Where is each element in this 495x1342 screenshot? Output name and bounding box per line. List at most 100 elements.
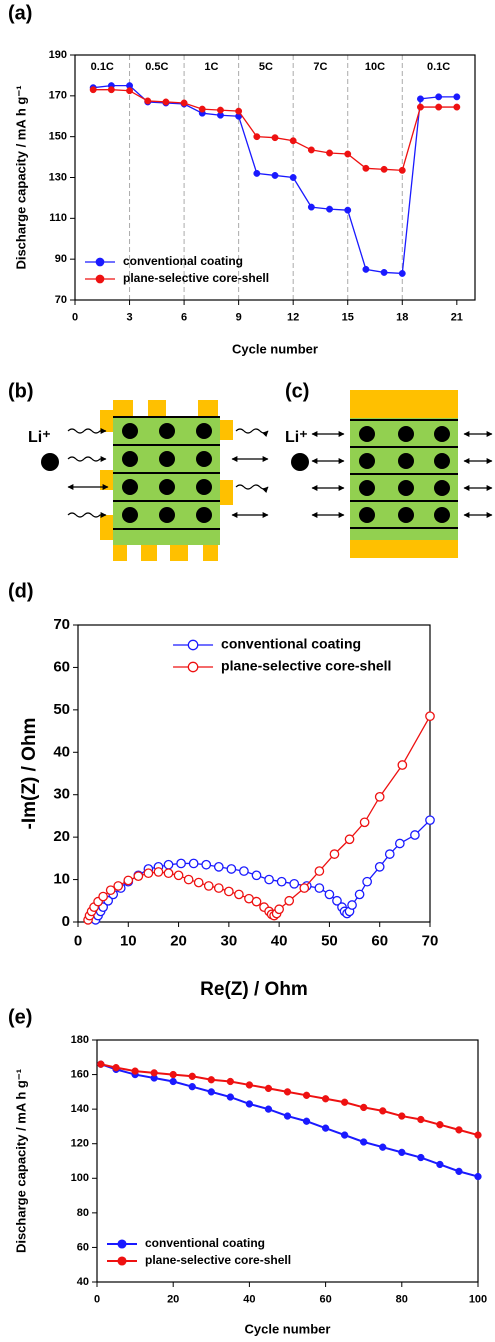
y-tick-label: 160 (71, 1068, 89, 1080)
data-point (325, 890, 333, 898)
x-axis-label: Cycle number (245, 1321, 331, 1336)
data-point (208, 1088, 215, 1095)
data-point (330, 850, 338, 858)
data-point (376, 863, 384, 871)
data-point (345, 207, 351, 213)
data-point (277, 877, 285, 885)
data-point (275, 905, 283, 913)
x-tick-label: 40 (243, 1293, 255, 1305)
data-point (381, 166, 387, 172)
data-point (435, 104, 441, 110)
data-point (345, 151, 351, 157)
data-point (184, 875, 192, 883)
y-tick-label: 60 (77, 1241, 89, 1253)
data-point (113, 1064, 120, 1071)
panel-label: (d) (8, 580, 34, 602)
data-point (144, 869, 152, 877)
data-point (341, 1132, 348, 1139)
data-point (215, 863, 223, 871)
ion-label: Li⁺ (285, 429, 308, 446)
data-point (326, 206, 332, 212)
y-tick-label: 180 (71, 1034, 89, 1046)
data-point (215, 884, 223, 892)
x-axis-label: Re(Z) / Ohm (200, 979, 308, 1000)
data-point (254, 170, 260, 176)
y-tick-label: 30 (53, 786, 70, 803)
legend-marker (96, 258, 103, 265)
data-point (252, 897, 260, 905)
data-point (381, 269, 387, 275)
x-tick-label: 50 (321, 932, 338, 949)
data-point (303, 1092, 310, 1099)
data-point (475, 1173, 482, 1180)
x-tick-label: 18 (396, 311, 408, 323)
data-point (398, 761, 406, 769)
data-point (322, 1095, 329, 1102)
data-point (235, 890, 243, 898)
data-point (265, 875, 273, 883)
data-point (227, 865, 235, 873)
x-tick-label: 0 (74, 932, 82, 949)
data-point (315, 867, 323, 875)
panel-label: (e) (8, 1006, 32, 1028)
rate-label: 0.1C (91, 61, 114, 73)
data-point (272, 134, 278, 140)
data-point (437, 1121, 444, 1128)
panel-label: (a) (8, 2, 32, 24)
data-point (97, 1061, 104, 1068)
data-point (396, 839, 404, 847)
data-point (426, 816, 434, 824)
x-tick-label: 3 (126, 311, 132, 323)
data-point (235, 108, 241, 114)
data-point (285, 897, 293, 905)
y-axis-label: -Im(Z) / Ohm (19, 718, 40, 830)
data-point (345, 835, 353, 843)
data-point (360, 1139, 367, 1146)
data-point (399, 167, 405, 173)
data-point (303, 1118, 310, 1125)
data-point (363, 165, 369, 171)
data-point (254, 133, 260, 139)
data-point (164, 861, 172, 869)
y-tick-label: 70 (53, 616, 70, 633)
y-tick-label: 100 (71, 1172, 89, 1184)
data-point (154, 868, 162, 876)
data-point (417, 1154, 424, 1161)
x-tick-label: 60 (319, 1293, 331, 1305)
rate-label: 7C (313, 61, 327, 73)
data-point (363, 877, 371, 885)
x-tick-label: 20 (167, 1293, 179, 1305)
data-point (398, 1149, 405, 1156)
y-tick-label: 10 (53, 871, 70, 888)
ion-label: Li⁺ (28, 429, 51, 446)
data-point (99, 892, 107, 900)
x-tick-label: 70 (422, 932, 439, 949)
legend-marker (118, 1257, 126, 1265)
y-axis-label: Discharge capacity / mA h g⁻¹ (13, 85, 28, 269)
x-tick-label: 21 (451, 311, 463, 323)
data-point (124, 876, 132, 884)
data-point (379, 1107, 386, 1114)
x-tick-label: 20 (170, 932, 187, 949)
data-point (284, 1088, 291, 1095)
data-point (265, 1085, 272, 1092)
data-point (456, 1168, 463, 1175)
x-tick-label: 100 (469, 1293, 487, 1305)
y-tick-label: 40 (77, 1276, 89, 1288)
data-point (435, 94, 441, 100)
data-point (151, 1069, 158, 1076)
rate-label: 5C (259, 61, 273, 73)
data-point (417, 1116, 424, 1123)
data-point (326, 150, 332, 156)
data-point (114, 882, 122, 890)
data-point (399, 270, 405, 276)
data-point (290, 138, 296, 144)
data-point (240, 867, 248, 875)
x-tick-label: 6 (181, 311, 187, 323)
x-tick-label: 0 (72, 311, 78, 323)
x-tick-label: 15 (342, 311, 354, 323)
y-tick-label: 50 (53, 701, 70, 718)
data-point (379, 1144, 386, 1151)
data-point (108, 87, 114, 93)
data-point (202, 861, 210, 869)
